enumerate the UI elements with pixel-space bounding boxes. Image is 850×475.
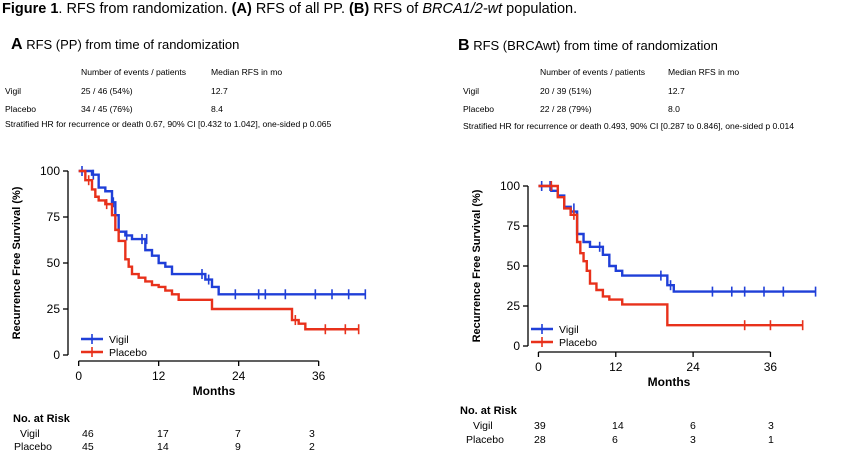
panel-b-col-events: Number of events / patients: [540, 67, 646, 77]
risk-count: 2: [309, 441, 315, 453]
y-tick-label: 75: [47, 210, 61, 224]
x-tick-label: 0: [535, 360, 542, 374]
panel-a-hr-text: Stratified HR for recurrence or death 0.…: [5, 119, 332, 129]
y-tick-label: 50: [507, 259, 521, 273]
risk-count: 45: [82, 441, 94, 453]
figure-title-part: population.: [502, 1, 578, 17]
x-tick-label: 24: [232, 369, 246, 383]
y-tick-label: 0: [513, 339, 520, 353]
panel-b-heading: B RFS (BRCAwt) from time of randomizatio…: [458, 37, 718, 55]
risk-count: 3: [768, 420, 774, 432]
figure-title: Figure 1. RFS from randomization. (A) RF…: [2, 1, 577, 17]
km-line-vigil: [538, 184, 816, 293]
risk-count: 3: [309, 428, 315, 440]
risk-count: 14: [157, 441, 169, 453]
x-tick-label: 36: [312, 369, 326, 383]
figure-title-part: RFS of all PP.: [251, 1, 350, 17]
risk-count: 6: [690, 420, 696, 432]
y-tick-label: 25: [507, 299, 521, 313]
x-tick-label: 12: [152, 369, 166, 383]
figure-title-prefix: Figure 1: [2, 1, 59, 17]
panel-a-letter: A: [11, 36, 23, 53]
figure-title-italic: BRCA1/2-wt: [422, 1, 503, 17]
panel-b-col-median: Median RFS in mo: [668, 67, 740, 77]
risk-group-a: Vigil: [20, 428, 40, 440]
panel-b-row-events: 20 / 39 (51%): [540, 86, 592, 96]
panel-a-col-median: Median RFS in mo: [211, 67, 283, 77]
panel-a-heading-text: RFS (PP) from time of randomization: [26, 37, 240, 52]
panel-a-heading: A RFS (PP) from time of randomization: [11, 36, 239, 54]
y-tick-label: 100: [40, 164, 60, 178]
figure-title-b: (B): [349, 1, 370, 17]
y-axis-label: Recurrence Free Survival (%): [471, 189, 483, 342]
risk-count: 9: [235, 441, 241, 453]
chart-b: 0 25 50 75 100 0 12 24 36 Months Recurrence Free S…: [471, 179, 817, 389]
panel-b-row-events: 22 / 28 (79%): [540, 104, 592, 114]
risk-count: 3: [690, 434, 696, 446]
panel-b-row-median: 8.0: [668, 104, 680, 114]
panel-b-heading-text: RFS (BRCAwt) from time of randomization: [473, 38, 718, 53]
y-tick-label: 50: [47, 256, 61, 270]
panel-a-row-group: Vigil: [5, 86, 22, 96]
panel-b-row-group: Vigil: [463, 86, 480, 96]
panel-b-row-median: 12.7: [668, 86, 685, 96]
x-tick-label: 24: [686, 360, 700, 374]
legend-label-placebo: Placebo: [559, 337, 597, 349]
panel-a-row-events: 34 / 45 (76%): [81, 104, 133, 114]
risk-header-b: No. at Risk: [460, 405, 517, 417]
figure-title-part: RFS of: [369, 1, 423, 17]
panel-b-row-group: Placebo: [463, 104, 495, 114]
panel-a-row-median: 8.4: [211, 104, 223, 114]
km-line-vigil: [78, 169, 366, 296]
x-axis-label: Months: [193, 384, 236, 398]
panel-b-hr-text: Stratified HR for recurrence or death 0.…: [463, 121, 795, 131]
risk-group-a: Placebo: [14, 441, 52, 453]
x-tick-label: 0: [75, 369, 82, 383]
risk-count: 7: [235, 428, 241, 440]
figure-title-part: . RFS from randomization.: [58, 1, 232, 17]
risk-group-b: Placebo: [466, 434, 504, 446]
x-tick-label: 12: [609, 360, 623, 374]
y-axis-label: Recurrence Free Survival (%): [11, 186, 23, 339]
panel-a-row-group: Placebo: [5, 104, 37, 114]
x-tick-label: 36: [764, 360, 778, 374]
risk-count: 14: [612, 420, 624, 432]
panel-a-col-events: Number of events / patients: [81, 67, 187, 77]
y-tick-label: 25: [47, 302, 61, 316]
km-line-placebo: [78, 169, 359, 331]
y-tick-label: 100: [500, 179, 520, 193]
risk-count: 28: [534, 434, 546, 446]
risk-group-b: Vigil: [473, 420, 493, 432]
legend-label-vigil: Vigil: [559, 324, 579, 336]
panel-a-row-median: 12.7: [211, 86, 228, 96]
legend-label-placebo: Placebo: [109, 347, 147, 359]
km-line-placebo: [538, 184, 803, 327]
y-tick-label: 75: [507, 219, 521, 233]
panel-a-row-events: 25 / 46 (54%): [81, 86, 133, 96]
risk-header-a: No. at Risk: [13, 413, 70, 425]
risk-count: 46: [82, 428, 94, 440]
risk-count: 6: [612, 434, 618, 446]
x-axis-label: Months: [648, 375, 691, 389]
figure-title-a: (A): [231, 1, 252, 17]
risk-count: 39: [534, 420, 546, 432]
panel-b-letter: B: [458, 37, 470, 54]
legend-label-vigil: Vigil: [109, 334, 129, 346]
risk-count: 1: [768, 434, 774, 446]
risk-count: 17: [157, 428, 169, 440]
y-tick-label: 0: [53, 348, 60, 362]
chart-a: 0 25 50 75 100 0 12 24 36 Months Recurrence Free S…: [11, 164, 367, 398]
